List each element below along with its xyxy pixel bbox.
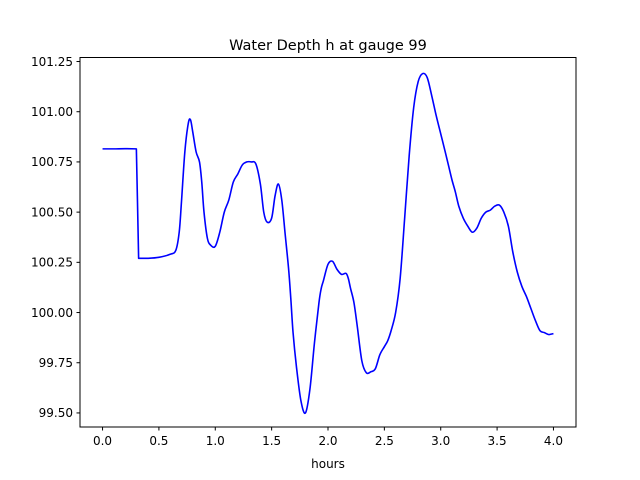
y-tick-label: 101.25 <box>31 55 73 69</box>
x-tick-label: 1.0 <box>206 434 225 448</box>
x-tick-label: 1.5 <box>262 434 281 448</box>
y-tick-label: 100.00 <box>31 306 73 320</box>
y-tick-label: 99.75 <box>39 356 73 370</box>
y-tick-label: 101.00 <box>31 105 73 119</box>
x-tick-label: 0.0 <box>93 434 112 448</box>
x-axis: 0.0 0.5 1.0 1.5 2.0 2.5 3.0 3.5 4.0 <box>93 427 563 448</box>
x-tick-label: 4.0 <box>544 434 563 448</box>
x-tick-label: 3.5 <box>488 434 507 448</box>
y-tick-label: 100.75 <box>31 155 73 169</box>
plot-frame <box>79 57 577 428</box>
plot-area <box>102 72 554 415</box>
series-line <box>102 72 554 415</box>
x-tick-label: 2.5 <box>375 434 394 448</box>
chart-title: Water Depth h at gauge 99 <box>229 38 427 54</box>
x-tick-label: 3.0 <box>431 434 450 448</box>
y-tick-label: 100.50 <box>31 205 73 219</box>
x-axis-label: hours <box>311 457 345 471</box>
y-tick-label: 99.50 <box>39 406 73 420</box>
x-tick-label: 0.5 <box>149 434 168 448</box>
y-axis: 99.50 99.75 100.00 100.25 100.50 100.75 101.00… <box>31 55 80 420</box>
x-tick-label: 2.0 <box>318 434 337 448</box>
y-tick-label: 100.25 <box>31 256 73 270</box>
